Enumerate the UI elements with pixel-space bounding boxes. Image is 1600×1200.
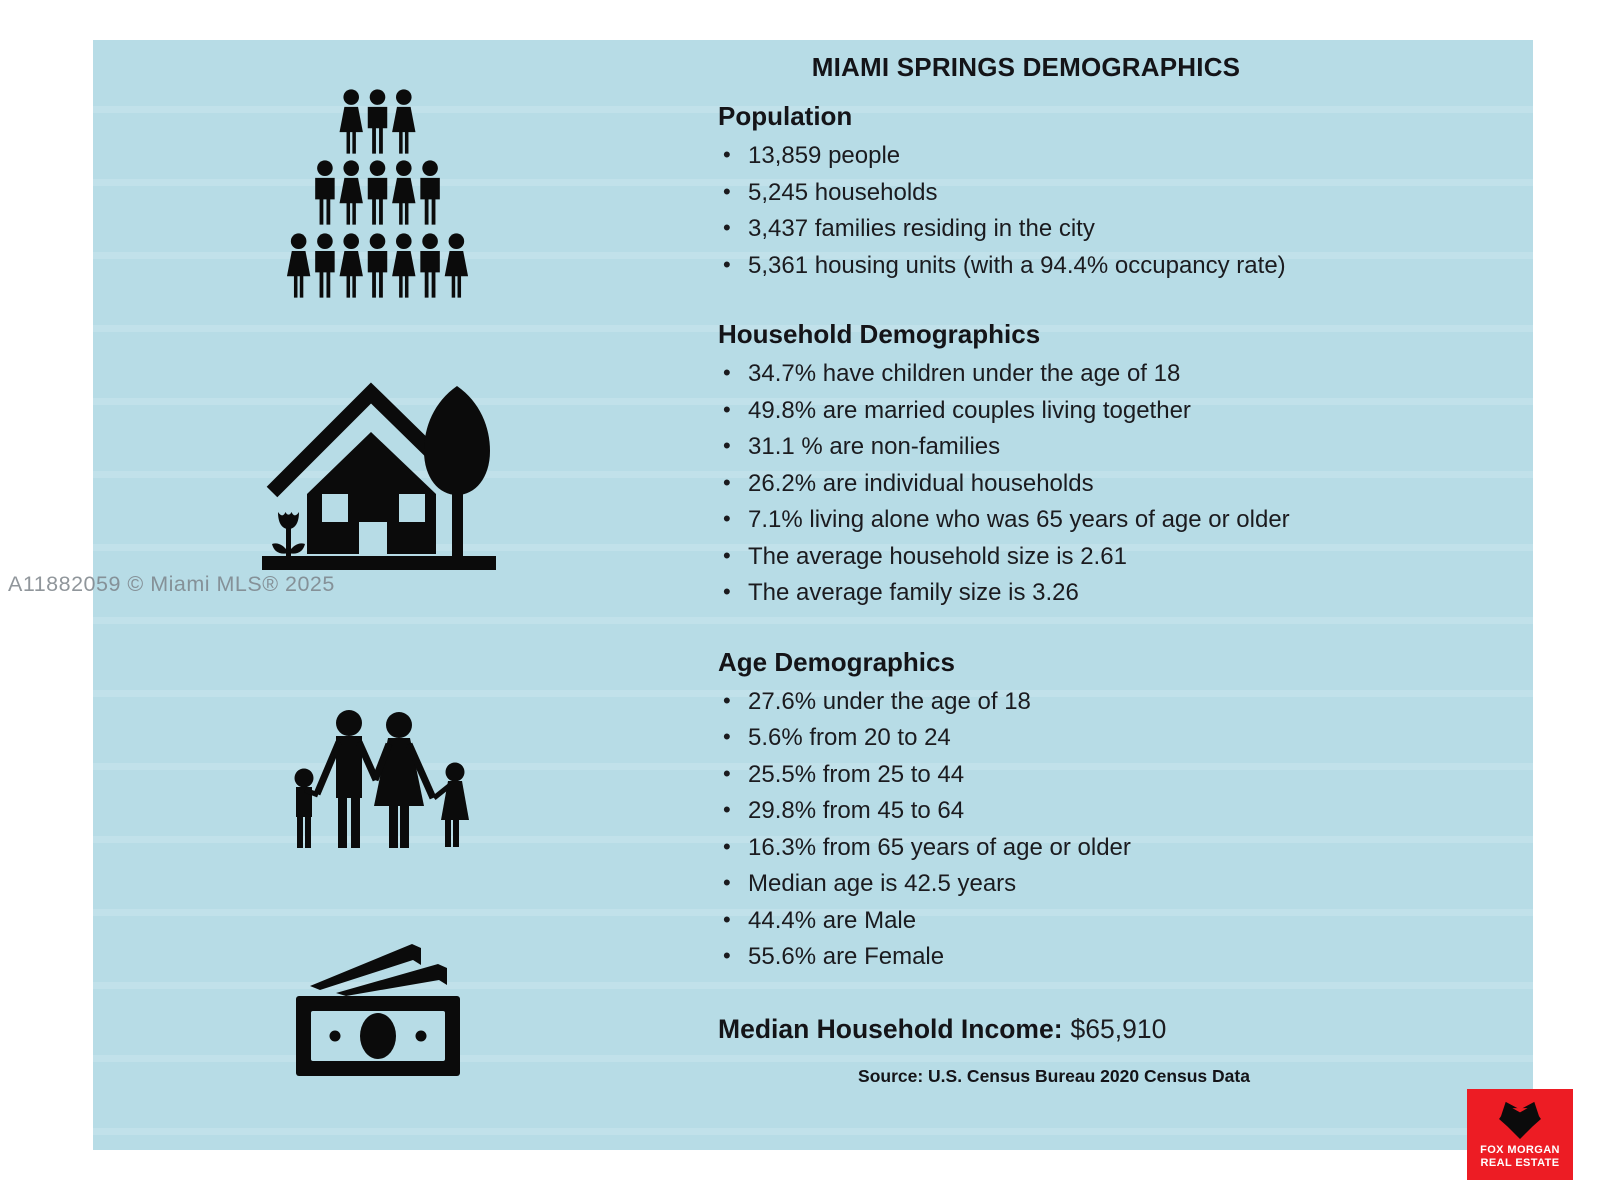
brand-logo: FOX MORGAN REAL ESTATE	[1467, 1089, 1573, 1180]
age-list: 27.6% under the age of 18 5.6% from 20 t…	[718, 683, 1390, 976]
population-list: 13,859 people 5,245 households 3,437 fam…	[718, 137, 1390, 285]
bullet-item: 16.3% from 65 years of age or older	[718, 829, 1390, 867]
house-icon	[262, 372, 502, 572]
bullet-item: 7.1% living alone who was 65 years of ag…	[718, 501, 1390, 539]
source-text: Source: U.S. Census Bureau 2020 Census D…	[858, 1065, 1250, 1086]
bullet-item: 31.1 % are non-families	[718, 428, 1390, 466]
brand-name-line1: FOX MORGAN	[1480, 1144, 1560, 1156]
bullet-item: 34.7% have children under the age of 18	[718, 355, 1390, 393]
bullet-item: 5.6% from 20 to 24	[718, 719, 1390, 757]
section-heading-population: Population	[718, 101, 853, 131]
people-pyramid-icon	[285, 86, 470, 301]
median-income-label: Median Household Income:	[718, 1013, 1063, 1044]
bullet-item: 25.5% from 25 to 44	[718, 756, 1390, 794]
fox-icon	[1499, 1101, 1541, 1140]
bullet-item: 5,361 housing units (with a 94.4% occupa…	[718, 247, 1390, 285]
bullet-item: 26.2% are individual households	[718, 465, 1390, 503]
watermark-text: A11882059 © Miami MLS® 2025	[8, 572, 335, 596]
median-income-value: $65,910	[1070, 1013, 1167, 1044]
page-title: MIAMI SPRINGS DEMOGRAPHICS	[811, 52, 1241, 82]
household-list: 34.7% have children under the age of 18 …	[718, 355, 1390, 612]
bullet-item: 44.4% are Male	[718, 902, 1390, 940]
bullet-item: 3,437 families residing in the city	[718, 210, 1390, 248]
median-income-line: Median Household Income: $65,910	[718, 1012, 1390, 1046]
bullet-item: 13,859 people	[718, 137, 1390, 175]
bullet-item: 49.8% are married couples living togethe…	[718, 392, 1390, 430]
bullet-item: The average family size is 3.26	[718, 574, 1390, 612]
bullet-item: 29.8% from 45 to 64	[718, 792, 1390, 830]
bullet-item: 27.6% under the age of 18	[718, 683, 1390, 721]
bullet-item: 55.6% are Female	[718, 938, 1390, 976]
section-household: Household Demographics 34.7% have childr…	[718, 318, 1390, 612]
section-age: Age Demographics 27.6% under the age of …	[718, 646, 1390, 976]
family-icon	[277, 702, 482, 852]
section-heading-household: Household Demographics	[718, 319, 1041, 349]
money-icon	[288, 938, 468, 1078]
brand-name-line2: REAL ESTATE	[1480, 1157, 1560, 1169]
bullet-item: The average household size is 2.61	[718, 538, 1390, 576]
section-population: Population 13,859 people 5,245 household…	[718, 100, 1390, 284]
content-column: Population 13,859 people 5,245 household…	[718, 100, 1390, 1087]
bullet-item: 5,245 households	[718, 174, 1390, 212]
section-heading-age: Age Demographics	[718, 646, 955, 677]
bullet-item: Median age is 42.5 years	[718, 865, 1390, 903]
